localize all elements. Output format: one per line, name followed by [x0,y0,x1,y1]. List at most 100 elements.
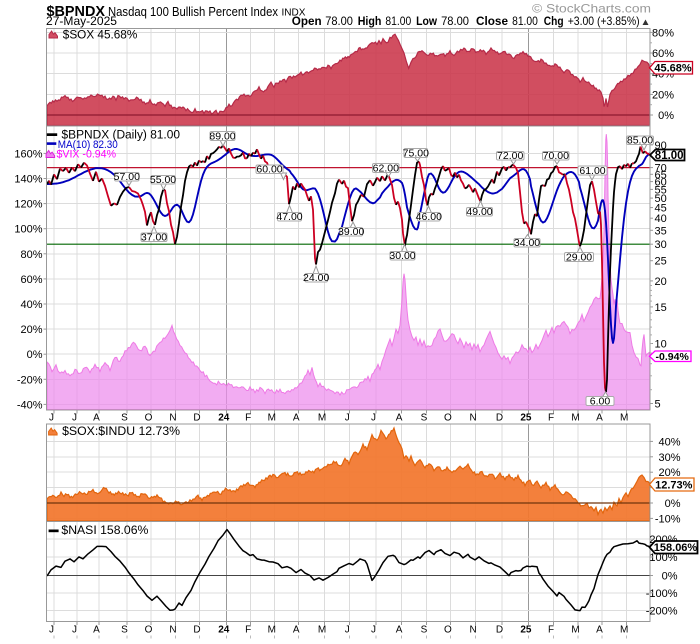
svg-text:60.00: 60.00 [256,163,282,175]
svg-text:46.00: 46.00 [416,211,442,223]
svg-text:A: A [396,625,403,636]
svg-text:37.00: 37.00 [141,231,167,243]
svg-text:J: J [49,625,54,636]
svg-text:55.00: 55.00 [150,174,176,186]
svg-text:60%: 60% [20,274,42,286]
svg-text:160%: 160% [14,148,42,160]
svg-text:$VIX -0.94%: $VIX -0.94% [57,148,117,160]
svg-text:$NASI 158.06%: $NASI 158.06% [61,523,148,537]
svg-text:Chg: Chg [544,15,564,28]
svg-text:12.73%: 12.73% [655,480,693,492]
svg-text:+3.00 (+3.85%): +3.00 (+3.85%) [568,15,640,28]
svg-text:45: 45 [655,203,667,215]
svg-text:57.00: 57.00 [114,171,140,183]
svg-text:70.00: 70.00 [543,150,569,162]
svg-text:50: 50 [655,193,667,205]
svg-text:45.68%: 45.68% [654,63,692,75]
svg-text:M: M [620,625,628,636]
svg-text:100%: 100% [649,552,677,564]
svg-text:J: J [371,625,376,636]
svg-text:$BPNDX (Daily) 81.00: $BPNDX (Daily) 81.00 [62,127,181,141]
svg-text:$SOX 45.68%: $SOX 45.68% [63,27,138,41]
svg-text:S: S [121,625,128,636]
svg-text:0%: 0% [662,571,678,583]
svg-text:A: A [293,625,300,636]
svg-text:A: A [293,413,300,424]
svg-text:INDX: INDX [282,7,306,19]
svg-text:30.00: 30.00 [389,250,415,262]
svg-text:85.00: 85.00 [627,134,653,146]
svg-text:20%: 20% [20,324,42,336]
svg-text:-100%: -100% [646,588,678,600]
svg-text:N: N [169,625,176,636]
svg-text:M: M [268,625,276,636]
svg-text:M: M [620,413,628,424]
svg-text:F: F [548,413,554,424]
svg-text:S: S [421,413,428,424]
svg-text:M: M [318,413,326,424]
svg-text:75.00: 75.00 [403,147,429,159]
svg-text:61.00: 61.00 [579,165,605,177]
svg-text:78.00: 78.00 [441,15,469,28]
svg-text:O: O [444,625,452,636]
svg-text:J: J [49,413,54,424]
svg-text:-40%: -40% [17,399,43,411]
svg-text:J: J [72,625,77,636]
svg-text:5: 5 [655,399,661,411]
svg-text:D: D [193,413,200,424]
svg-text:O: O [444,413,452,424]
svg-text:40%: 40% [658,436,680,448]
svg-text:Low: Low [416,15,438,28]
svg-text:D: D [496,625,503,636]
svg-text:80%: 80% [20,249,42,261]
svg-text:25: 25 [520,625,532,636]
svg-text:-200%: -200% [646,606,678,618]
svg-text:N: N [469,413,476,424]
svg-text:A: A [93,413,100,424]
svg-text:10: 10 [655,339,667,351]
svg-text:F: F [245,413,251,424]
svg-text:80%: 80% [652,27,674,39]
svg-text:24: 24 [218,413,230,424]
svg-text:100%: 100% [14,224,42,236]
svg-text:M: M [268,413,276,424]
svg-text:6.00: 6.00 [590,395,611,407]
svg-text:47.00: 47.00 [276,211,302,223]
svg-text:Nasdaq 100 Bullish Percent Ind: Nasdaq 100 Bullish Percent Index [108,5,279,19]
svg-text:F: F [548,625,554,636]
svg-text:A: A [596,413,603,424]
svg-text:24.00: 24.00 [303,272,329,284]
svg-text:30%: 30% [658,452,680,464]
svg-text:J: J [72,413,77,424]
svg-text:© StockCharts.com: © StockCharts.com [532,2,651,16]
svg-text:81.00: 81.00 [385,15,411,28]
svg-text:15: 15 [655,302,667,314]
svg-text:0%: 0% [658,110,674,122]
svg-text:20%: 20% [658,467,680,479]
svg-text:78.00: 78.00 [325,15,353,28]
svg-text:-20%: -20% [17,374,43,386]
svg-text:J: J [345,413,350,424]
svg-text:34.00: 34.00 [514,237,540,249]
svg-text:O: O [145,413,153,424]
svg-text:89.00: 89.00 [209,130,235,142]
svg-text:M: M [318,625,326,636]
svg-text:F: F [245,625,251,636]
svg-text:20: 20 [655,276,667,288]
svg-text:62.00: 62.00 [373,162,399,174]
svg-text:N: N [169,413,176,424]
svg-text:MA(10) 82.30: MA(10) 82.30 [58,139,118,151]
svg-text:-0.94%: -0.94% [656,351,690,363]
svg-text:140%: 140% [14,174,42,186]
svg-text:40%: 40% [20,299,42,311]
svg-text:$BPNDX: $BPNDX [47,3,106,20]
svg-text:60: 60 [655,177,667,189]
svg-text:D: D [496,413,503,424]
svg-text:60%: 60% [652,48,674,60]
svg-text:J: J [371,413,376,424]
svg-text:25: 25 [655,256,667,268]
svg-text:25: 25 [520,413,532,424]
svg-text:72.00: 72.00 [497,150,523,162]
svg-text:N: N [469,625,476,636]
svg-text:D: D [193,625,200,636]
